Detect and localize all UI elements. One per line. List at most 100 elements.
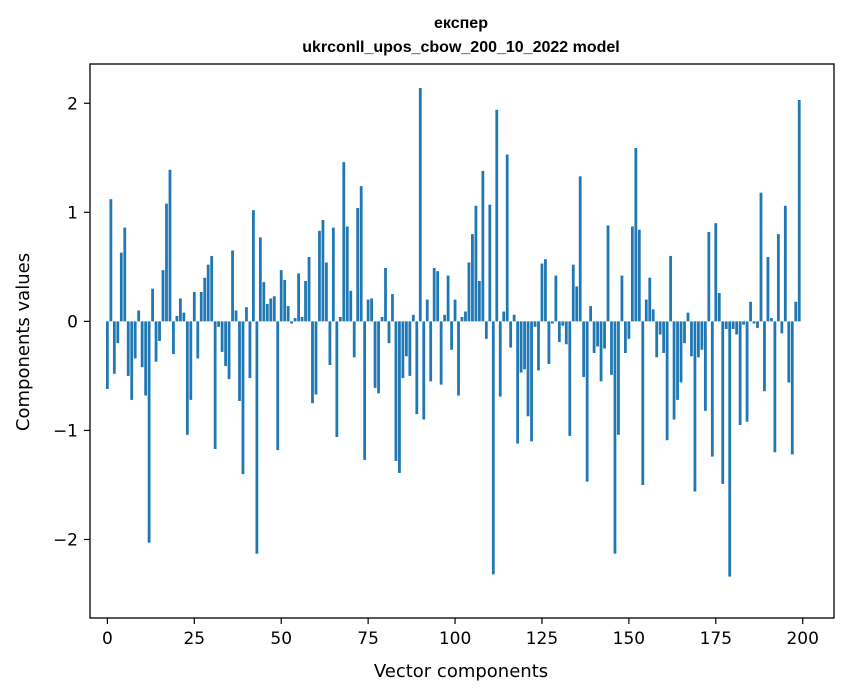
bar — [481, 170, 485, 322]
bar — [377, 321, 380, 394]
bar — [564, 321, 568, 345]
bar — [203, 277, 207, 322]
bar — [547, 321, 551, 364]
y-tick-label: −2 — [53, 530, 78, 550]
bar — [238, 321, 241, 401]
bar — [133, 321, 137, 359]
bar — [311, 321, 314, 404]
bar — [502, 311, 506, 322]
bar — [213, 321, 217, 449]
x-tick-label: 175 — [700, 629, 732, 649]
bar — [665, 321, 669, 441]
x-tick-label: 75 — [357, 629, 379, 649]
bar — [241, 321, 245, 475]
bar — [422, 321, 426, 420]
bar — [408, 321, 412, 376]
bar — [352, 321, 356, 358]
bar — [314, 321, 318, 395]
bar — [126, 321, 130, 376]
bar — [683, 321, 686, 344]
bar — [641, 321, 645, 485]
bar — [252, 210, 255, 322]
bar — [512, 314, 516, 322]
bar — [304, 281, 307, 322]
bar — [245, 307, 248, 322]
bar — [450, 321, 453, 350]
bar — [220, 321, 224, 352]
bar — [561, 321, 565, 326]
bar — [147, 321, 151, 543]
bar — [179, 298, 182, 322]
bar — [790, 321, 794, 455]
bar — [582, 321, 586, 377]
bar — [380, 317, 384, 322]
y-tick-label: −1 — [53, 421, 78, 441]
bar — [105, 321, 109, 389]
bar — [342, 162, 346, 322]
x-tick-label: 150 — [613, 629, 645, 649]
bar — [530, 321, 533, 442]
bar — [130, 321, 134, 400]
bar — [669, 255, 672, 322]
bar — [474, 205, 478, 322]
bar — [446, 275, 450, 322]
bar — [787, 321, 791, 383]
bar — [763, 321, 766, 392]
bar — [599, 321, 603, 382]
bar — [161, 270, 165, 322]
bar — [168, 169, 172, 322]
bar — [686, 312, 690, 322]
bar — [516, 321, 520, 444]
bar — [401, 321, 405, 379]
bar — [731, 321, 735, 329]
bar — [258, 237, 262, 322]
bar — [756, 321, 759, 328]
bar — [488, 204, 492, 322]
bar — [773, 321, 777, 453]
bar — [328, 321, 332, 365]
x-axis-ticks: 0 25 50 75 100 125 150 175 200 — [102, 618, 819, 649]
bar — [325, 262, 328, 322]
bar — [495, 109, 499, 322]
bar — [613, 321, 617, 554]
bar — [703, 321, 707, 411]
bar — [540, 263, 544, 322]
bar — [596, 321, 599, 347]
bar — [523, 321, 526, 370]
bar — [477, 281, 481, 322]
bar — [415, 321, 419, 415]
bar — [192, 291, 196, 322]
bar — [172, 321, 175, 355]
bar — [391, 294, 394, 322]
x-tick-label: 25 — [183, 629, 205, 649]
bar — [589, 306, 593, 322]
bar — [554, 275, 558, 322]
bar — [551, 321, 554, 324]
bar — [144, 321, 148, 396]
bar — [453, 299, 457, 322]
bar — [307, 257, 311, 322]
y-axis-label: Components values — [13, 253, 34, 431]
bar — [248, 321, 252, 379]
bar — [484, 321, 488, 339]
plot-frame — [89, 63, 835, 619]
x-tick-label: 200 — [786, 629, 818, 649]
bar — [432, 267, 436, 322]
bar — [175, 315, 179, 322]
bar — [714, 223, 718, 322]
chart-title-line-1: експер — [434, 15, 488, 32]
bar — [505, 154, 509, 322]
y-axis-ticks: −2 −1 0 1 2 — [53, 94, 90, 550]
bar — [568, 321, 572, 436]
bar — [272, 296, 276, 322]
bar — [265, 303, 269, 322]
bar — [331, 227, 335, 322]
bar — [658, 321, 662, 335]
bar — [759, 192, 763, 322]
bar — [345, 226, 349, 322]
y-tick-label: 1 — [67, 203, 78, 223]
bar — [745, 321, 749, 422]
x-tick-label: 100 — [439, 629, 471, 649]
bar — [425, 299, 429, 322]
bar — [655, 321, 659, 358]
